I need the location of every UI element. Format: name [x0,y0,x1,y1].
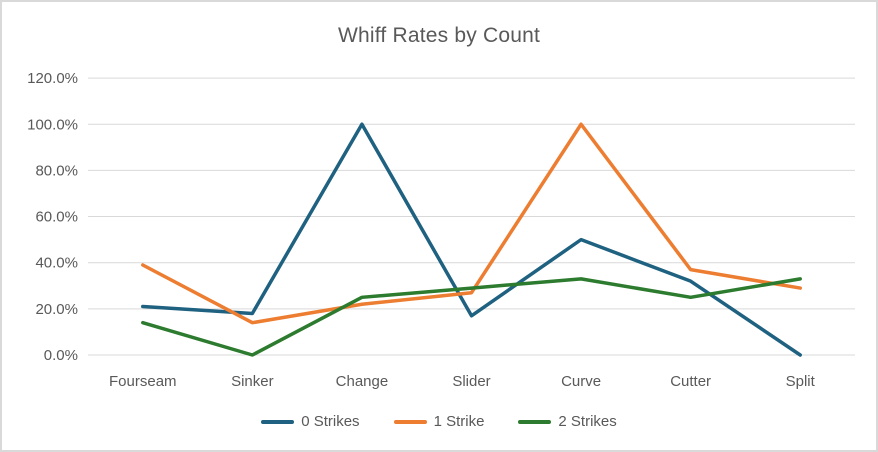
legend-swatch [261,419,295,424]
legend-label: 1 Strike [433,413,485,430]
gridlines [88,77,855,356]
y-tick-label: 0.0% [44,347,78,364]
legend-swatch [518,419,552,424]
y-axis-tick-labels: 0.0% 20.0% 40.0% 60.0% 80.0% 100.0% 120.0% [27,70,78,364]
y-tick-label: 100.0% [27,116,78,133]
x-category-label: Fourseam [109,373,177,390]
series-line-2-strikes [141,277,802,357]
y-tick-label: 20.0% [35,301,78,318]
x-axis-category-labels: Fourseam Sinker Change Slider Curve Cutter Spl… [109,373,816,390]
legend-item-1-strike: 1 Strike [393,413,485,430]
y-tick-label: 120.0% [27,70,78,87]
x-category-label: Sinker [231,373,274,390]
chart-title: Whiff Rates by Count [337,24,541,47]
series-line-0-strikes [141,122,802,357]
y-tick-label: 60.0% [35,209,78,226]
series-line-1-strike [141,122,802,325]
legend-label: 0 Strikes [301,413,360,430]
x-category-label: Split [786,373,816,390]
y-tick-label: 40.0% [35,255,78,272]
x-category-label: Slider [452,373,490,390]
legend-swatch [393,419,427,424]
legend-label: 2 Strikes [558,413,617,430]
x-category-label: Cutter [670,373,711,390]
legend: 0 Strikes 1 Strike 2 Strikes [2,413,876,430]
legend-item-0-strikes: 0 Strikes [261,413,360,430]
legend-item-2-strikes: 2 Strikes [518,413,617,430]
x-category-label: Change [336,373,389,390]
x-category-label: Curve [561,373,601,390]
y-tick-label: 80.0% [35,162,78,179]
